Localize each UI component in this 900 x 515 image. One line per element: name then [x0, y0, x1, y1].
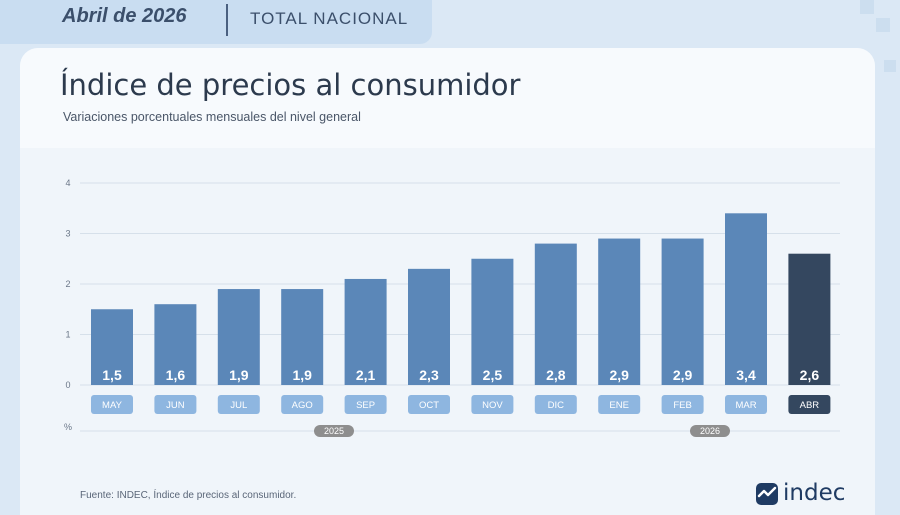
- bar-value-label: 2,6: [800, 367, 820, 383]
- bar: [91, 309, 133, 385]
- category-pill: [471, 395, 514, 414]
- category-pill: [788, 395, 831, 414]
- category-label: MAR: [735, 400, 756, 411]
- bar-value-label: 1,9: [229, 367, 249, 383]
- bar: [534, 243, 577, 385]
- decoration-pixel: [876, 18, 890, 32]
- bar: [344, 278, 387, 385]
- source-note: Fuente: INDEC, Índice de precios al cons…: [80, 490, 297, 501]
- header-band: Abril de 2026 TOTAL NACIONAL: [0, 0, 432, 44]
- category-label: AGO: [292, 400, 313, 411]
- year-pill: [690, 425, 730, 437]
- bar-value-label: 2,3: [419, 367, 439, 383]
- bar-value-label: 2,5: [483, 367, 503, 383]
- year-label: 2025: [324, 426, 344, 436]
- bar-value-label: 2,1: [356, 367, 376, 383]
- bar-value-label: 3,4: [736, 367, 756, 383]
- bar: [154, 304, 197, 385]
- bar: [408, 268, 450, 385]
- bar: [661, 238, 704, 385]
- y-tick-label: 3: [65, 229, 70, 239]
- year-pill: [314, 425, 354, 437]
- bar: [471, 258, 514, 385]
- y-tick-label: 2: [65, 279, 70, 289]
- category-label: OCT: [419, 400, 439, 411]
- bar: [217, 289, 260, 385]
- decoration-pixel: [860, 0, 874, 14]
- indec-logo-icon: [756, 483, 778, 505]
- y-tick-label: 0: [65, 380, 70, 390]
- bar-value-label: 1,6: [166, 367, 186, 383]
- category-label: JUL: [230, 400, 247, 411]
- category-pill: [217, 395, 260, 414]
- bar-value-label: 2,9: [609, 367, 629, 383]
- category-label: MAY: [102, 400, 123, 411]
- category-label: NOV: [482, 400, 503, 411]
- header-date: Abril de 2026: [62, 5, 187, 27]
- indec-logo: indec: [755, 480, 855, 508]
- y-axis-unit: %: [64, 422, 72, 432]
- y-tick-label: 4: [65, 178, 70, 188]
- bar-value-label: 2,9: [673, 367, 693, 383]
- category-label: FEB: [673, 400, 691, 411]
- category-pill: [725, 395, 767, 414]
- category-pill: [91, 395, 133, 414]
- header-scope: TOTAL NACIONAL: [250, 9, 409, 28]
- bar-value-label: 1,5: [102, 367, 122, 383]
- category-pill: [281, 395, 324, 414]
- category-pill: [344, 395, 387, 414]
- category-label: SEP: [356, 400, 375, 411]
- category-label: ENE: [609, 400, 629, 411]
- category-pill: [534, 395, 577, 414]
- decoration-pixel: [884, 60, 896, 72]
- chart-title: Índice de precios al consumidor: [60, 68, 521, 102]
- category-pill: [154, 395, 197, 414]
- bar-value-label: 1,9: [292, 367, 312, 383]
- y-tick-label: 1: [65, 330, 70, 340]
- category-label: DIC: [548, 400, 565, 411]
- bar: [725, 213, 767, 385]
- category-pill: [408, 395, 450, 414]
- category-pill: [598, 395, 641, 414]
- bar: [598, 238, 641, 385]
- year-label: 2026: [700, 426, 720, 436]
- bar: [281, 289, 324, 385]
- category-pill: [661, 395, 704, 414]
- category-label: JUN: [166, 400, 185, 411]
- logo-text: indec: [783, 480, 846, 506]
- header-divider: [226, 4, 228, 36]
- card-header: Índice de precios al consumidor Variacio…: [20, 48, 875, 148]
- chart-subtitle: Variaciones porcentuales mensuales del n…: [63, 110, 361, 124]
- bar: [788, 253, 831, 385]
- bar-value-label: 2,8: [546, 367, 566, 383]
- category-label: ABR: [800, 400, 820, 411]
